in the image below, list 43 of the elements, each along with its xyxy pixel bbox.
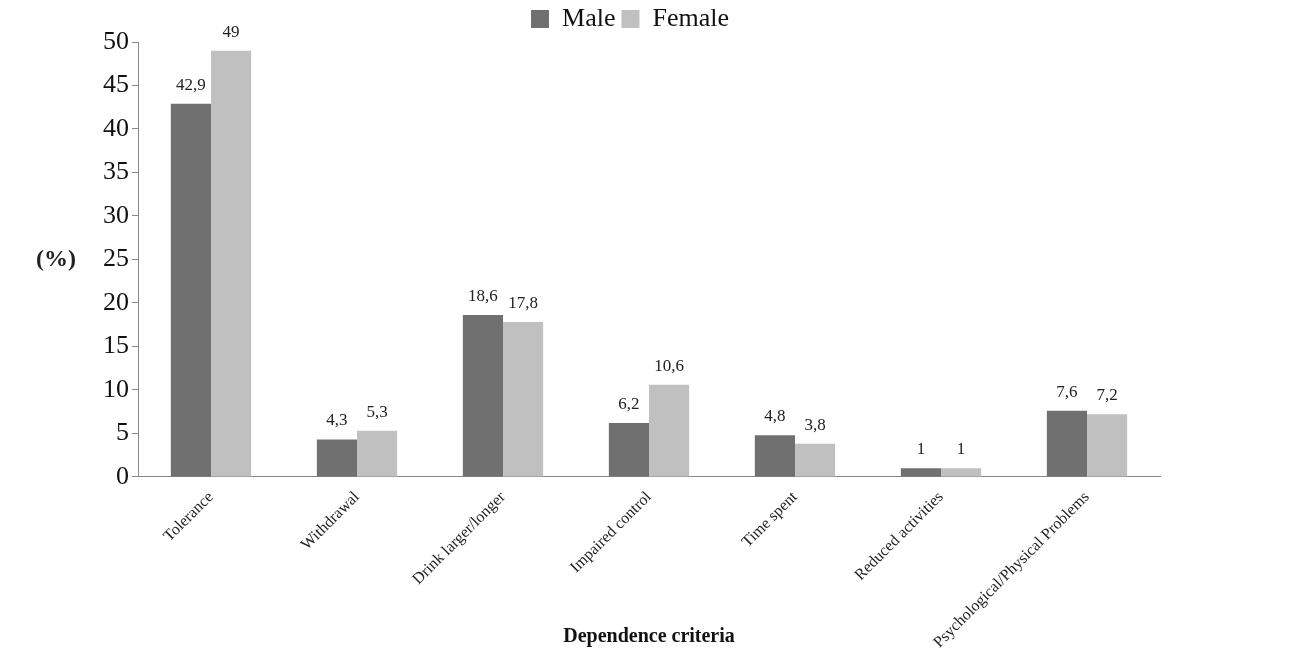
data-label: 10,6 — [654, 355, 684, 375]
data-label: 7,2 — [1096, 385, 1118, 405]
data-label: 1 — [916, 439, 926, 459]
bar — [608, 422, 649, 477]
data-label: 42,9 — [176, 74, 206, 94]
bar — [941, 468, 982, 477]
y-tick-label: 50 — [103, 25, 129, 55]
data-label: 4,3 — [326, 410, 348, 430]
bar — [754, 435, 795, 477]
y-tick-label: 15 — [103, 330, 129, 360]
bar — [211, 50, 252, 477]
bar — [795, 443, 836, 477]
bar — [357, 430, 398, 477]
bar — [649, 384, 690, 477]
data-label: 18,6 — [468, 286, 498, 306]
legend-label: Female — [652, 2, 729, 32]
y-tick-label: 35 — [103, 156, 129, 186]
y-tick-label: 0 — [116, 460, 129, 490]
bar — [1087, 414, 1128, 477]
bar — [170, 103, 211, 477]
bar — [900, 468, 941, 477]
data-label: 49 — [222, 21, 240, 41]
data-label: 1 — [956, 439, 966, 459]
data-label: 7,6 — [1056, 381, 1078, 401]
legend-label: Male — [562, 2, 616, 32]
data-label: 3,8 — [804, 414, 826, 434]
y-tick-label: 5 — [116, 417, 129, 447]
y-tick-label: 45 — [103, 69, 129, 99]
data-label: 4,8 — [764, 406, 786, 426]
bar — [503, 322, 544, 477]
bar — [1046, 410, 1087, 477]
y-axis-title: (%) — [36, 244, 76, 271]
y-tick-label: 25 — [103, 243, 129, 273]
bar — [316, 439, 357, 477]
x-axis-title: Dependence criteria — [563, 624, 735, 648]
bar — [462, 315, 503, 477]
data-label: 6,2 — [618, 393, 640, 413]
y-tick-label: 30 — [103, 199, 129, 229]
y-tick-label: 40 — [103, 112, 129, 142]
data-label: 17,8 — [508, 293, 538, 313]
data-label: 5,3 — [366, 401, 388, 421]
y-tick-label: 20 — [103, 286, 129, 316]
y-tick-label: 10 — [103, 373, 129, 403]
